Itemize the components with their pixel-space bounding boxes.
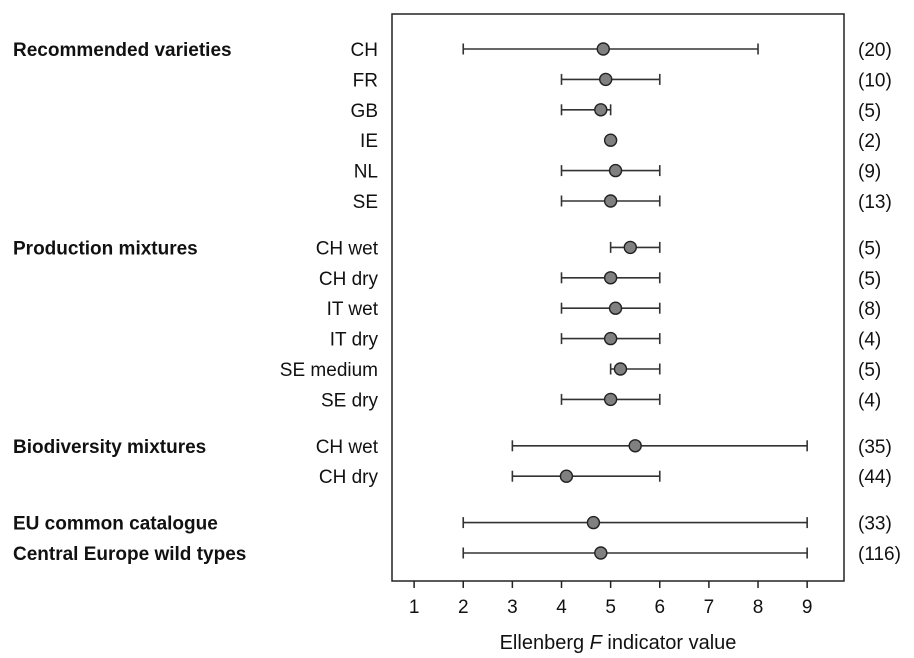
data-row: CH wet (35)	[316, 437, 892, 458]
sample-count: (116)	[858, 544, 901, 565]
sample-count: (4)	[858, 390, 881, 411]
x-tick-label: 1	[409, 597, 420, 618]
sample-count: (5)	[858, 101, 881, 122]
mean-point	[603, 331, 618, 346]
mean-point	[599, 72, 613, 87]
mean-point	[623, 240, 637, 255]
row-label: Central Europe wild types	[13, 544, 246, 565]
data-row: IE (2)	[360, 131, 881, 152]
sample-count: (2)	[858, 131, 881, 152]
mean-point	[603, 194, 618, 208]
mean-point	[594, 546, 608, 560]
sample-count: (44)	[858, 467, 892, 488]
sample-count: (13)	[858, 192, 892, 213]
sample-count: (5)	[858, 269, 881, 290]
mean-point	[608, 301, 623, 315]
data-row: CH wet (5)	[316, 238, 882, 259]
mean-point	[613, 362, 628, 376]
row-label: CH	[351, 40, 378, 61]
data-row: CH dry (5)	[319, 269, 881, 290]
data-row: CH (20)	[351, 40, 892, 61]
x-axis-label-pre: Ellenberg	[500, 632, 590, 654]
mean-point	[603, 133, 618, 147]
row-label: SE medium	[280, 360, 378, 381]
x-axis: 1 2 3 4 5 6 7 8 9	[409, 581, 813, 618]
row-label: SE	[353, 192, 378, 213]
sample-count: (20)	[858, 40, 892, 61]
data-row: Central Europe wild types (116)	[13, 544, 901, 565]
data-row: NL (9)	[354, 162, 882, 183]
sample-count: (35)	[858, 437, 892, 458]
row-label: IT wet	[327, 299, 379, 320]
data-row: GB (5)	[351, 101, 882, 122]
x-tick-label: 2	[458, 597, 469, 618]
data-row: SE dry (4)	[321, 390, 881, 411]
x-axis-label: Ellenberg F indicator value	[500, 632, 737, 654]
data-row: EU common catalogue (33)	[13, 514, 892, 535]
x-tick-label: 5	[605, 597, 616, 618]
data-row: FR (10)	[353, 70, 892, 91]
data-rows: Recommended varieties CH (20) FR (10) GB (5) IE…	[13, 40, 901, 565]
group-label: Recommended varieties	[13, 40, 232, 61]
x-tick-label: 4	[556, 597, 567, 618]
mean-point	[559, 469, 574, 483]
x-tick-label: 3	[507, 597, 518, 618]
x-axis-label-italic: F	[590, 632, 604, 654]
x-tick-label: 7	[704, 597, 715, 618]
row-label: GB	[351, 101, 378, 122]
data-row: CH dry (44)	[319, 467, 892, 488]
mean-point	[586, 515, 601, 530]
group-label: Production mixtures	[13, 238, 198, 259]
mean-point	[603, 392, 618, 407]
mean-point	[628, 439, 642, 453]
x-axis-label-post: indicator value	[602, 632, 737, 654]
row-label: NL	[354, 162, 378, 183]
group-label: Biodiversity mixtures	[13, 437, 206, 458]
row-label: CH wet	[316, 437, 379, 458]
data-row: SE medium (5)	[280, 360, 881, 381]
sample-count: (4)	[858, 330, 881, 351]
sample-count: (5)	[858, 238, 881, 259]
x-tick-label: 9	[802, 597, 813, 618]
sample-count: (10)	[858, 70, 892, 91]
data-row: IT wet (8)	[327, 299, 882, 320]
x-tick-label: 6	[654, 597, 665, 618]
row-label: IE	[360, 131, 378, 152]
data-row: IT dry (4)	[330, 330, 881, 351]
mean-point	[596, 42, 610, 56]
row-label: FR	[353, 70, 378, 91]
sample-count: (8)	[858, 299, 881, 320]
row-label: SE dry	[321, 390, 379, 411]
sample-count: (9)	[858, 162, 881, 183]
mean-point	[594, 103, 608, 117]
sample-count: (5)	[858, 360, 881, 381]
row-label: CH dry	[319, 467, 379, 488]
data-row: SE (13)	[353, 192, 892, 213]
mean-point	[608, 163, 623, 178]
row-label: CH wet	[316, 238, 379, 259]
plot-frame	[391, 13, 845, 582]
x-tick-label: 8	[753, 597, 764, 618]
row-label: CH dry	[319, 269, 379, 290]
row-label: IT dry	[330, 330, 379, 351]
sample-count: (33)	[858, 514, 892, 535]
mean-point	[603, 271, 618, 285]
row-label: EU common catalogue	[13, 514, 218, 535]
